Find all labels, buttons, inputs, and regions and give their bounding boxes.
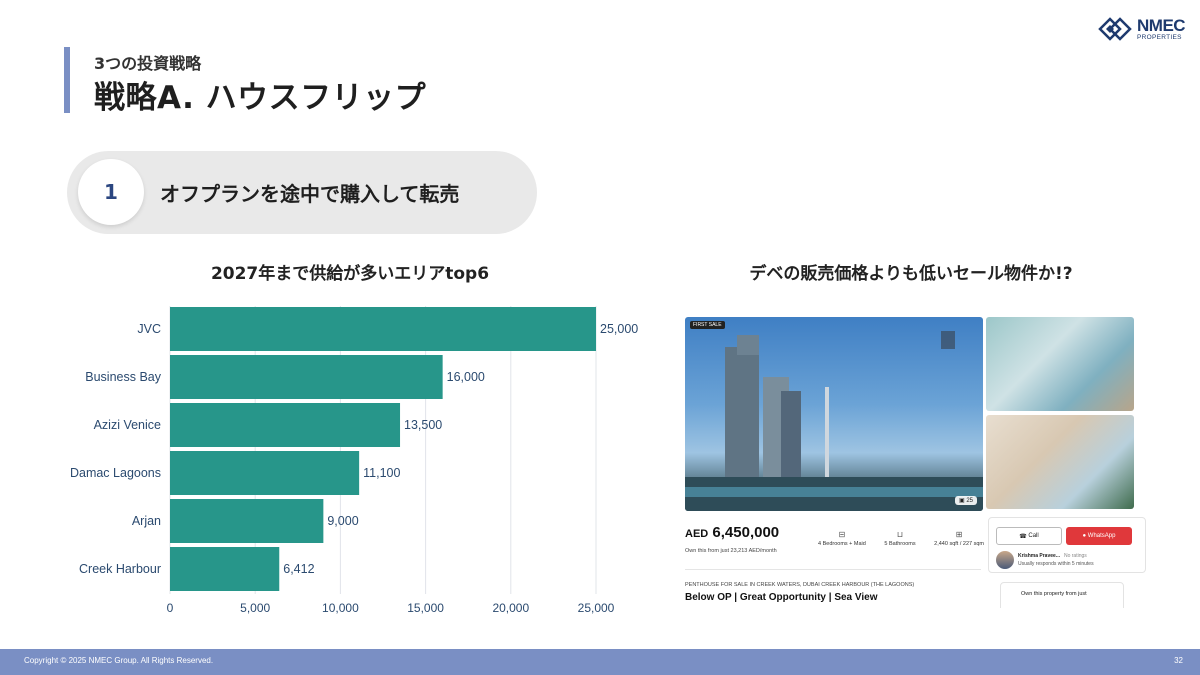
chart-title: 2027年まで供給が多いエリアtop6 — [210, 264, 490, 284]
supply-bar-chart: 0 5,000 10,000 15,000 20,000 25,000 JVC 25,000 B… — [60, 300, 650, 620]
listing-headline: Below OP | Great Opportunity | Sea View — [685, 592, 878, 603]
data-label: 6,412 — [283, 562, 314, 576]
price-value: 6,450,000 — [712, 524, 780, 541]
bar — [170, 307, 596, 351]
listing-location: PENTHOUSE FOR SALE IN CREEK WATERS, DUBA… — [685, 582, 915, 588]
whatsapp-icon: ● — [1082, 533, 1088, 539]
title-accent-bar — [64, 47, 70, 113]
logo-name: NMEC — [1137, 15, 1186, 35]
step-number: 1 — [78, 159, 144, 225]
bar — [170, 547, 280, 591]
photo-count: 25 — [966, 498, 973, 504]
price-currency: AED — [685, 528, 709, 540]
bed-icon: ⊟ — [838, 530, 846, 539]
agent-contact-card: ☎ Call ● WhatsApp Krishma Pravee... No ra… — [988, 517, 1146, 573]
area-icon: ⊞ — [955, 530, 963, 539]
data-label: 13,500 — [404, 418, 442, 432]
page-number: 32 — [1174, 656, 1183, 665]
step-pill: 1 オフプランを途中で購入して転売 — [67, 151, 537, 234]
phone-icon: ☎ — [1019, 533, 1029, 540]
logo-subtext: PROPERTIES — [1137, 33, 1182, 41]
listing-divider — [685, 569, 981, 570]
data-label: 11,100 — [363, 466, 400, 480]
bar — [170, 355, 443, 399]
spec-bedrooms: ⊟ 4 Bedrooms + Maid — [818, 530, 866, 547]
bedroom-thumbnail[interactable] — [986, 415, 1134, 509]
x-tick-label: 10,000 — [322, 601, 359, 615]
slide-title: 戦略A. ハウスフリップ — [94, 80, 427, 116]
monthly-price: Own this from just 23,213 AED/month — [685, 548, 777, 554]
data-label: 9,000 — [327, 514, 358, 528]
agent-name: Krishma Pravee... No ratings — [1018, 553, 1087, 559]
mortgage-card[interactable]: Own this property from just — [1000, 582, 1124, 608]
x-tick-label: 25,000 — [578, 601, 615, 615]
agent-avatar[interactable] — [996, 551, 1014, 569]
category-label: Azizi Venice — [94, 418, 161, 432]
nmec-logo: NMEC PROPERTIES — [1098, 14, 1188, 44]
property-listing-screenshot: FIRST SALE ▣ 25 AED 6,450,000 Own this f… — [684, 316, 1150, 608]
footer-bar: Copyright © 2025 NMEC Group. All Rights … — [0, 649, 1200, 675]
category-label: Damac Lagoons — [70, 466, 161, 480]
category-label: JVC — [137, 322, 161, 336]
tower-illustration — [685, 331, 983, 511]
category-label: Business Bay — [85, 370, 161, 384]
data-label: 16,000 — [447, 370, 485, 384]
agent-rating: No ratings — [1063, 553, 1087, 559]
camera-icon: ▣ — [958, 498, 965, 504]
bar-chart-svg: 0 5,000 10,000 15,000 20,000 25,000 JVC 25,000 B… — [70, 306, 638, 615]
photo-count-badge[interactable]: ▣ 25 — [954, 496, 977, 505]
agent-response-time: Usually responds within 5 minutes — [1018, 561, 1094, 567]
bath-icon: ⊔ — [896, 530, 904, 539]
listing-price: AED 6,450,000 — [685, 524, 779, 541]
slide-subtitle: 3つの投資戦略 — [94, 54, 202, 73]
call-button[interactable]: ☎ Call — [996, 527, 1062, 545]
category-label: Creek Harbour — [79, 562, 161, 576]
listing-specs: ⊟ 4 Bedrooms + Maid ⊔ 5 Bathrooms ⊞ 2,440 s… — [818, 530, 984, 547]
bar — [170, 451, 360, 495]
pool-thumbnail[interactable] — [986, 317, 1134, 411]
copyright-text: Copyright © 2025 NMEC Group. All Rights … — [24, 656, 214, 665]
x-tick-label: 20,000 — [492, 601, 529, 615]
first-sale-tag: FIRST SALE — [690, 321, 725, 329]
spec-bathrooms: ⊔ 5 Bathrooms — [884, 530, 916, 547]
spec-area: ⊞ 2,440 sqft / 227 sqm — [934, 530, 984, 547]
x-tick-label: 15,000 — [407, 601, 444, 615]
listing-section-title: デベの販売価格よりも低いセール物件か!? — [749, 264, 1073, 284]
data-label: 25,000 — [600, 322, 638, 336]
bar — [170, 403, 401, 447]
x-tick-label: 5,000 — [240, 601, 270, 615]
category-label: Arjan — [132, 514, 161, 528]
main-property-photo: FIRST SALE ▣ 25 — [685, 317, 983, 511]
bar — [170, 499, 324, 543]
step-label: オフプランを途中で購入して転売 — [160, 182, 460, 206]
mortgage-label: Own this property from just — [1021, 591, 1087, 597]
diamond-logo-icon — [1098, 17, 1132, 41]
whatsapp-button[interactable]: ● WhatsApp — [1066, 527, 1132, 545]
x-tick-label: 0 — [167, 601, 174, 615]
